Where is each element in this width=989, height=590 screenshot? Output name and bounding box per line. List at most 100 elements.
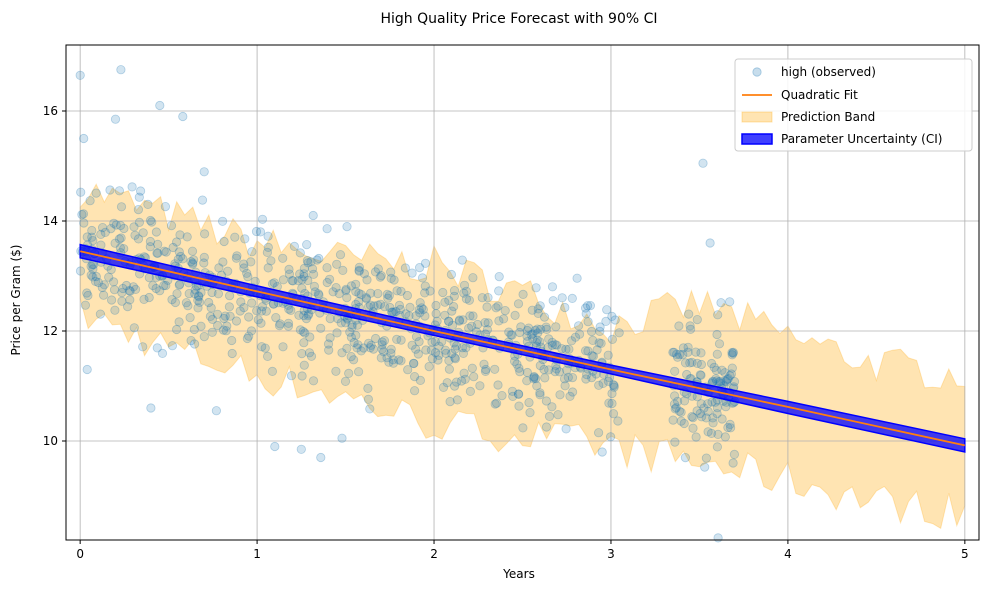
scatter-point [175, 230, 185, 240]
scatter-point [434, 341, 444, 351]
scatter-point [243, 272, 253, 282]
scatter-point [386, 273, 396, 283]
scatter-point [554, 367, 565, 377]
scatter-point [670, 366, 680, 376]
scatter-point [144, 292, 154, 303]
scatter-point [669, 391, 680, 401]
scatter-point [703, 406, 713, 416]
scatter-point [723, 422, 733, 433]
scatter-point [99, 280, 109, 290]
scatter-point [299, 271, 309, 282]
scatter-point [676, 416, 686, 426]
scatter-point [308, 376, 319, 386]
scatter-point [278, 253, 288, 263]
scatter-point [232, 251, 242, 261]
scatter-point [82, 288, 92, 298]
scatter-point [414, 337, 424, 347]
scatter-point [552, 340, 562, 350]
scatter-point [555, 390, 565, 400]
scatter-point [125, 295, 135, 305]
scatter-point [170, 297, 180, 308]
scatter-point [186, 335, 196, 346]
scatter-point [75, 70, 85, 80]
scatter-point [483, 292, 493, 303]
scatter-point [138, 342, 148, 352]
scatter-point [181, 298, 191, 308]
scatter-point [95, 309, 106, 319]
scatter-point [138, 228, 148, 238]
scatter-point [222, 321, 232, 331]
scatter-point [533, 308, 543, 318]
plot-area [65, 44, 980, 543]
scatter-point [696, 359, 707, 370]
scatter-point [515, 367, 525, 377]
scatter-point [560, 302, 570, 313]
scatter-point [396, 335, 406, 345]
scatter-point [362, 275, 372, 285]
scatter-point [593, 428, 604, 438]
scatter-point [457, 255, 467, 265]
scatter-point [342, 343, 352, 353]
scatter-point [477, 293, 487, 303]
scatter-point [328, 287, 338, 297]
scatter-point [331, 282, 341, 293]
scatter-point [444, 364, 454, 374]
scatter-point [597, 447, 607, 457]
scatter-point [450, 354, 460, 364]
scatter-point [354, 266, 364, 276]
scatter-point [607, 388, 617, 399]
scatter-point [467, 363, 477, 373]
scatter-point [204, 297, 214, 308]
scatter-point [283, 318, 294, 328]
scatter-point [159, 246, 169, 256]
scatter-point [87, 232, 97, 242]
scatter-point [231, 253, 241, 263]
scatter-point [512, 359, 522, 369]
scatter-point [415, 298, 425, 308]
scatter-point [133, 234, 144, 244]
scatter-point [458, 315, 468, 325]
scatter-point [82, 232, 92, 242]
scatter-point [382, 353, 392, 363]
scatter-point [714, 339, 725, 349]
scatter-point [420, 288, 430, 298]
scatter-point [669, 399, 680, 409]
scatter-point [205, 311, 215, 321]
ci-band [79, 243, 966, 453]
scatter-point [494, 271, 504, 282]
scatter-point [344, 368, 354, 378]
scatter-point [299, 360, 309, 370]
scatter-point [414, 262, 425, 273]
scatter-point [369, 301, 379, 311]
scatter-point [432, 316, 442, 326]
scatter-point [85, 196, 95, 206]
scatter-point [303, 275, 313, 286]
scatter-point [384, 290, 394, 301]
scatter-point [417, 303, 427, 313]
scatter-point [407, 340, 417, 350]
scatter-point [148, 280, 158, 291]
scatter-point [557, 344, 567, 354]
scatter-point [299, 310, 309, 321]
scatter-point [454, 315, 465, 325]
scatter-point [386, 344, 396, 354]
scatter-point [379, 302, 390, 312]
scatter-point [370, 333, 381, 344]
legend-box [734, 58, 973, 152]
scatter-point [379, 347, 389, 357]
y-axis-label: Price per Gram ($) [9, 245, 23, 356]
scatter-point [513, 299, 524, 309]
scatter-point [514, 327, 525, 338]
scatter-point [306, 351, 317, 361]
scatter-point [359, 343, 369, 353]
scatter-point [720, 376, 730, 386]
scatter-point [266, 256, 276, 266]
scatter-point [174, 280, 184, 290]
scatter-point [297, 371, 307, 381]
scatter-point [565, 391, 575, 401]
scatter-point [104, 272, 114, 282]
scatter-point [189, 255, 199, 265]
scatter-point [207, 327, 217, 337]
scatter-point [532, 324, 543, 334]
scatter-point [528, 333, 538, 344]
